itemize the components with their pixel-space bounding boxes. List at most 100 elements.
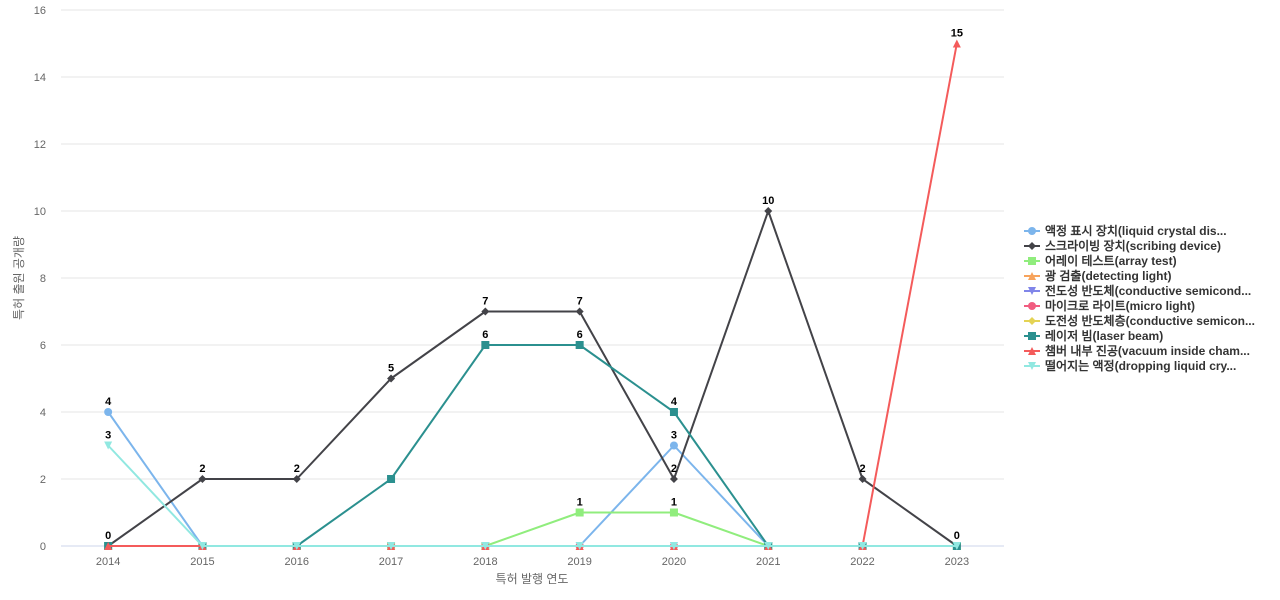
data-point [858, 542, 867, 550]
data-label: 1 [577, 497, 583, 509]
data-label: 2 [671, 463, 677, 475]
legend-item[interactable]: 챔버 내부 진공(vacuum inside cham... [1024, 343, 1250, 358]
x-tick-label: 2017 [379, 556, 403, 568]
legend-item[interactable]: 떨어지는 액정(dropping liquid cry... [1024, 358, 1236, 373]
data-point [575, 542, 584, 550]
legend-item[interactable]: 도전성 반도체층(conductive semicon... [1024, 313, 1255, 328]
x-tick-label: 2016 [285, 556, 309, 568]
y-tick-label: 2 [40, 474, 46, 486]
data-point [669, 408, 678, 416]
legend-label: 떨어지는 액정(dropping liquid cry... [1045, 358, 1236, 373]
legend-marker [1028, 257, 1036, 265]
y-tick-label: 10 [34, 206, 46, 218]
data-point [104, 408, 113, 416]
series-line [108, 344, 957, 547]
data-point [387, 374, 396, 383]
legend-item[interactable]: 전도성 반도체(conductive semicond... [1024, 283, 1251, 298]
data-label: 15 [951, 28, 963, 40]
y-tick-label: 4 [40, 407, 46, 419]
x-tick-label: 2019 [567, 556, 591, 568]
legend-marker [1028, 242, 1036, 250]
legend-item[interactable]: 광 검출(detecting light) [1024, 268, 1171, 283]
data-label: 10 [762, 195, 774, 207]
y-tick-label: 12 [34, 139, 46, 151]
legend-item[interactable]: 레이저 빔(laser beam) [1024, 328, 1163, 343]
legend-label: 어레이 테스트(array test) [1045, 253, 1177, 268]
series-7 [104, 341, 961, 550]
data-label: 6 [482, 329, 488, 341]
data-point [481, 307, 490, 316]
series-line [107, 210, 958, 547]
series-8 [104, 39, 961, 550]
x-tick-label: 2014 [96, 556, 120, 568]
series-2 [104, 508, 961, 550]
data-label: 6 [577, 329, 583, 341]
legend-marker [1028, 272, 1036, 280]
legend-label: 스크라이빙 장치(scribing device) [1045, 238, 1221, 253]
series-line [108, 43, 958, 547]
data-label: 7 [482, 296, 488, 308]
data-point [292, 542, 301, 550]
data-label: 5 [388, 363, 394, 375]
data-label: 4 [671, 396, 678, 408]
x-tick-label: 2021 [756, 556, 780, 568]
series-line [107, 444, 957, 547]
series-9 [104, 441, 961, 550]
x-tick-label: 2020 [662, 556, 686, 568]
x-axis-title: 특허 발행 연도 [496, 571, 569, 586]
legend-marker [1028, 227, 1036, 235]
legend-marker [1028, 347, 1036, 355]
data-point [481, 542, 490, 550]
data-label: 0 [954, 530, 960, 542]
y-tick-label: 16 [34, 5, 46, 17]
legend-label: 전도성 반도체(conductive semicond... [1045, 283, 1251, 298]
data-point [104, 441, 113, 450]
legend-item[interactable]: 어레이 테스트(array test) [1024, 253, 1177, 268]
data-label: 2 [199, 463, 205, 475]
data-point [669, 441, 678, 450]
x-axis-ticks: 2014 2015 2016 2017 2018 2019 2020 2021 2022 2023 [96, 556, 969, 568]
x-tick-label: 2015 [190, 556, 214, 568]
data-label: 1 [671, 497, 677, 509]
series-line [108, 511, 957, 547]
legend-marker [1028, 287, 1036, 295]
legend-label: 마이크로 라이트(micro light) [1045, 298, 1195, 313]
legend-label: 챔버 내부 진공(vacuum inside cham... [1045, 343, 1250, 358]
data-point [198, 475, 207, 483]
data-point [764, 207, 773, 215]
data-label: 2 [859, 463, 865, 475]
legend-item[interactable]: 마이크로 라이트(micro light) [1024, 298, 1195, 313]
data-point [952, 39, 961, 48]
series-layer [104, 39, 961, 550]
legend-label: 레이저 빔(laser beam) [1045, 328, 1163, 343]
legend-marker [1028, 317, 1036, 325]
series-1 [104, 207, 961, 550]
data-point [387, 542, 396, 550]
data-point [198, 542, 207, 550]
y-axis-ticks: 0 2 4 6 8 10 12 14 16 [34, 5, 46, 553]
data-point [292, 475, 301, 483]
legend-item[interactable]: 스크라이빙 장치(scribing device) [1024, 238, 1221, 253]
legend-marker [1028, 302, 1036, 310]
legend-marker [1028, 362, 1036, 370]
data-point [575, 341, 584, 349]
data-point [669, 475, 678, 483]
x-tick-label: 2018 [473, 556, 497, 568]
data-point [669, 542, 678, 550]
data-point [952, 542, 961, 550]
x-tick-label: 2022 [850, 556, 874, 568]
legend-label: 광 검출(detecting light) [1045, 268, 1171, 283]
legend-item[interactable]: 액정 표시 장치(liquid crystal dis... [1024, 223, 1227, 238]
data-point [387, 475, 396, 483]
legend: 액정 표시 장치(liquid crystal dis...스크라이빙 장치(s… [1024, 223, 1255, 373]
data-point [764, 542, 773, 550]
data-point [481, 341, 490, 349]
x-tick-label: 2023 [945, 556, 969, 568]
data-point [575, 508, 584, 517]
data-labels: 4 3 0 2 2 5 7 7 2 10 2 0 1 1 6 6 4 15 3 [105, 28, 963, 543]
y-axis-title: 특허 출원 공개량 [12, 236, 26, 320]
legend-marker [1028, 332, 1036, 340]
data-label: 2 [294, 463, 300, 475]
data-point [104, 542, 113, 550]
